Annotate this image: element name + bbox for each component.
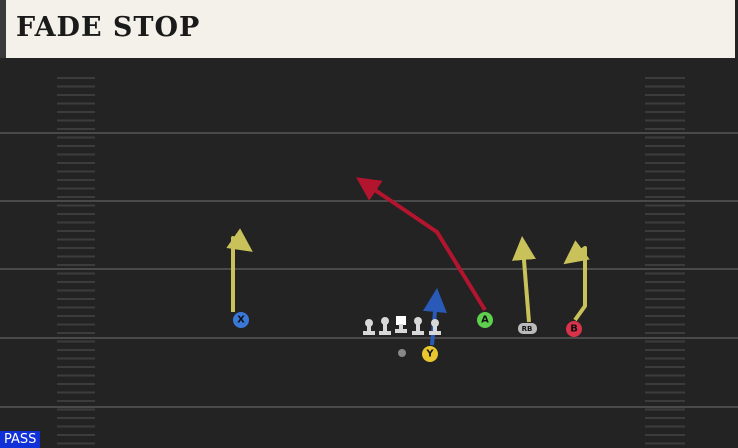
player-label: RB [522,325,533,333]
player-label: X [237,315,245,326]
route-x [226,228,253,312]
player-a [477,312,493,328]
route-a [356,177,487,312]
title-banner [0,0,735,58]
play-title: FADE STOP [16,12,201,43]
player-label: Y [425,349,434,360]
route-b [563,240,590,322]
play-type-badge: PASS [0,431,41,448]
qb-dot [398,349,406,357]
player-rb [518,323,537,334]
player-label: A [481,315,489,326]
player-y [422,346,438,362]
hash-marks [57,77,685,445]
players: X A RB B Y [233,312,582,362]
route-rb [512,236,536,323]
player-b [566,321,582,337]
linemen [363,316,441,335]
player-label: B [570,324,578,335]
yard-lines [0,132,738,408]
player-x [233,312,249,328]
field-bg [0,58,738,448]
